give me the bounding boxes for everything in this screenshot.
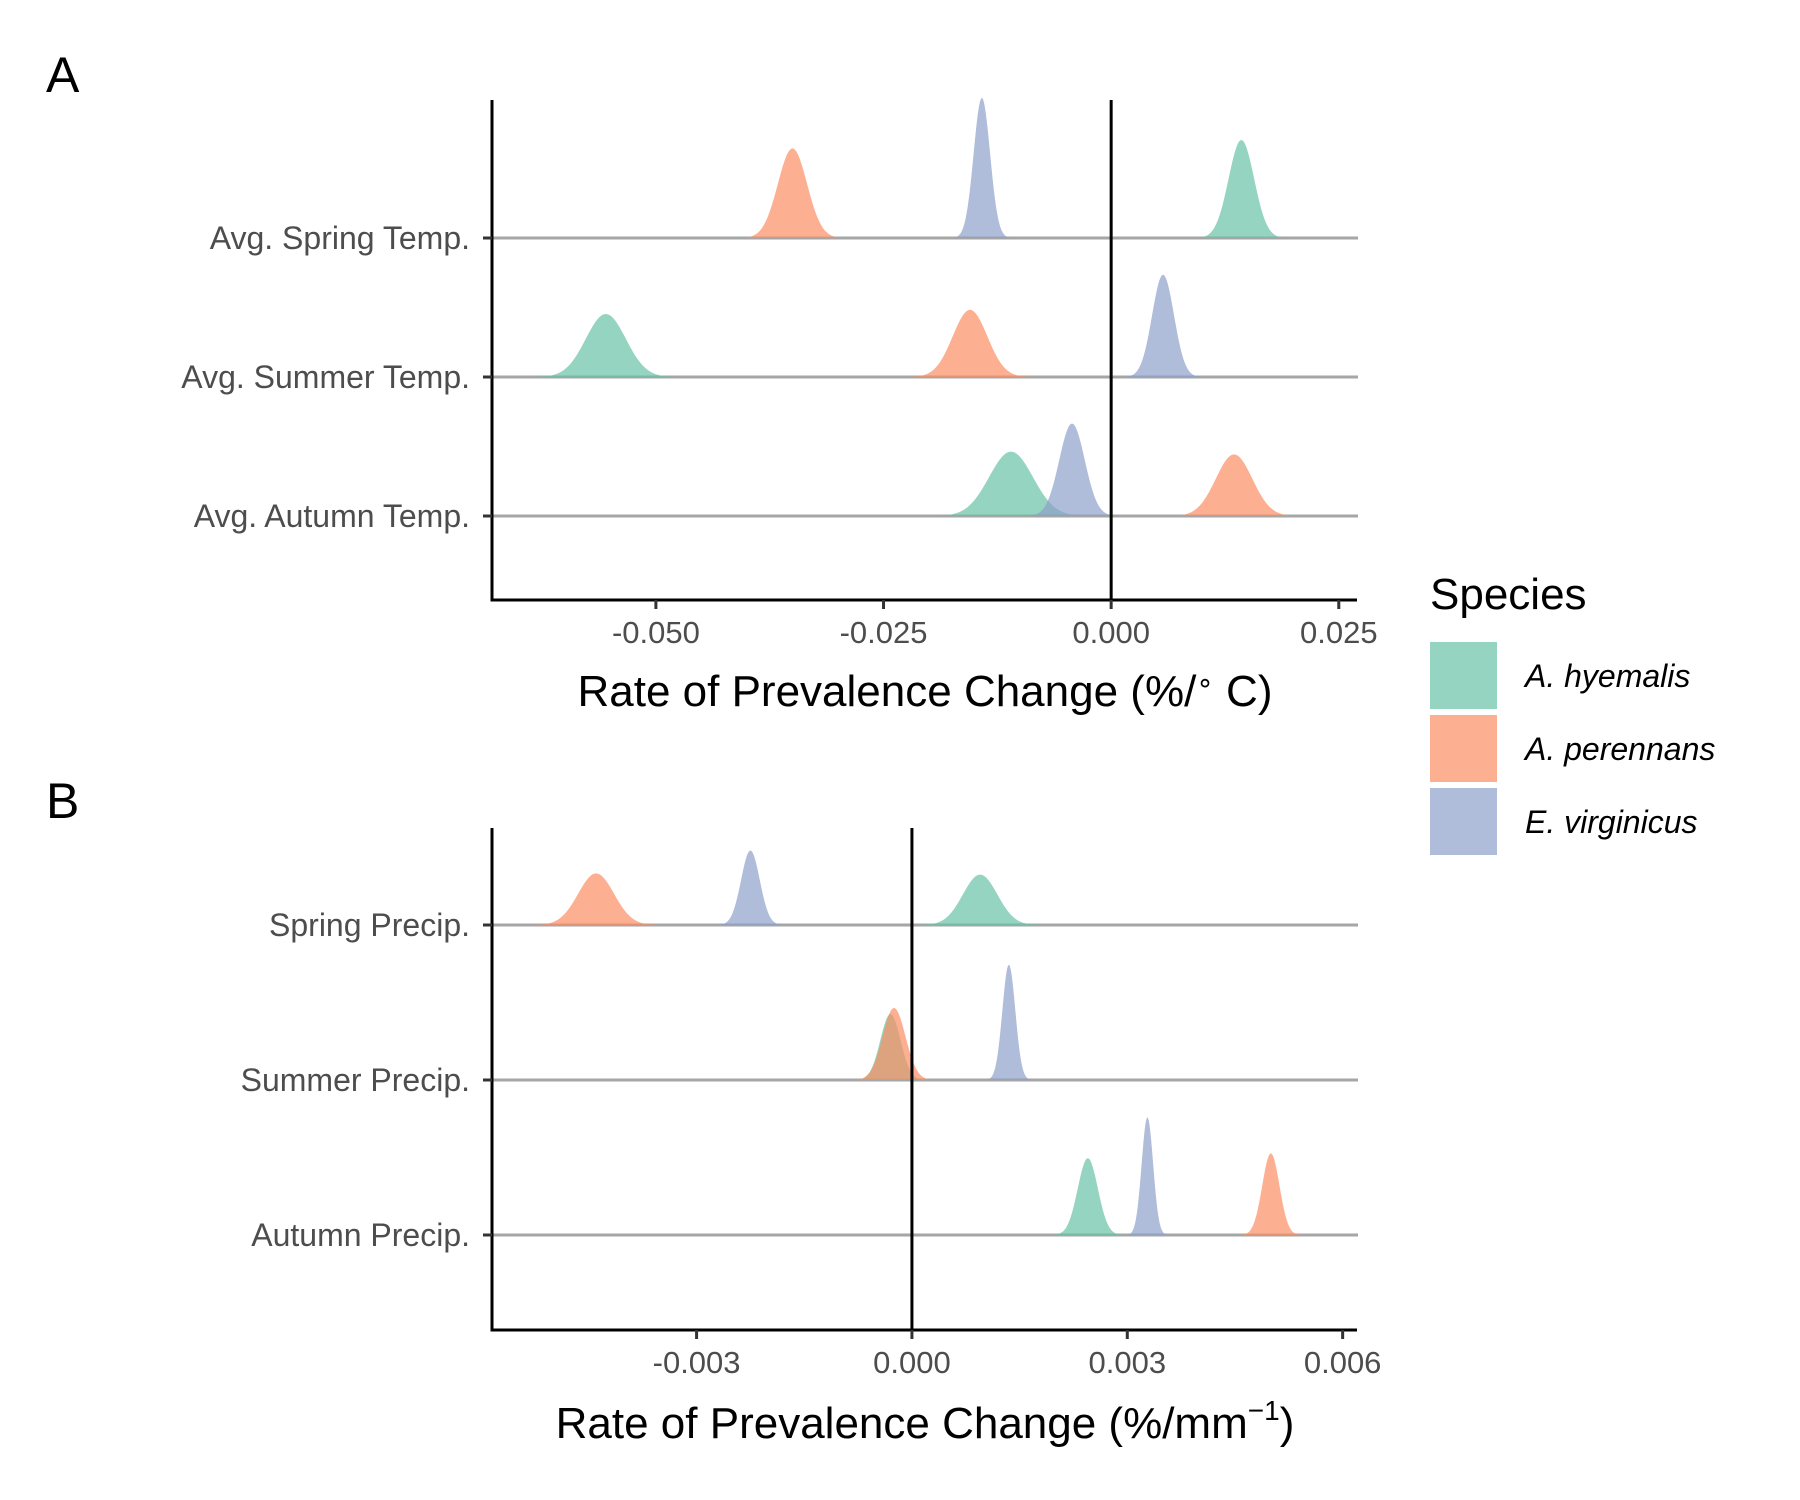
y-tick-label-avg-spring-temp: Avg. Spring Temp. [210,220,470,256]
legend: Species A. hyemalis A. perennans E. virg… [1430,570,1715,855]
density-a-perennans-summer-precip [854,1008,934,1080]
panel-letter-a: A [46,47,80,103]
density-a-perennans-avg-summer-temp [911,309,1029,377]
panel-letter-b: B [46,773,79,829]
density-a-hyemalis-autumn-precip [1053,1158,1122,1235]
x-tick-label: 0.003 [1089,1345,1167,1380]
y-tick-label-avg-summer-temp: Avg. Summer Temp. [181,359,470,395]
panel-a-plot: Avg. Spring Temp. Avg. Summer Temp. Avg. A… [181,98,1378,650]
legend-title: Species [1430,570,1587,619]
density-a-perennans-avg-autumn-temp [1172,454,1296,516]
y-tick-label-autumn-precip: Autumn Precip. [251,1217,470,1253]
density-e-virginicus-avg-spring-temp [954,98,1010,238]
legend-swatch-e-virginicus [1430,788,1497,855]
x-tick-label: -0.025 [840,615,928,650]
legend-label-a-perennans: A. perennans [1523,731,1715,767]
density-e-virginicus-spring-precip [718,850,783,925]
x-tick-label: 0.000 [1072,615,1150,650]
density-a-hyemalis-spring-precip [921,874,1039,925]
legend-label-a-hyemalis: A. hyemalis [1523,658,1690,694]
x-tick-label: 0.006 [1304,1345,1382,1380]
legend-swatch-a-hyemalis [1430,642,1497,709]
x-tick-label: -0.050 [612,615,700,650]
density-e-virginicus-summer-precip [986,964,1031,1080]
x-tick-label: -0.003 [653,1345,741,1380]
density-a-perennans-spring-precip [535,873,658,925]
y-tick-label-spring-precip: Spring Precip. [269,907,470,943]
density-e-virginicus-autumn-precip [1127,1117,1167,1235]
density-a-hyemalis-avg-autumn-temp [936,451,1086,516]
x-tick-label: 0.000 [873,1345,951,1380]
panel-b-x-axis-title: Rate of Prevalence Change (%/mm−1) [556,1395,1295,1448]
panel-b-plot: Spring Precip. Summer Precip. Autumn Preci… [241,828,1382,1380]
density-a-hyemalis-avg-spring-temp [1198,140,1285,238]
density-a-perennans-autumn-precip [1241,1153,1301,1235]
x-tick-label: 0.025 [1300,615,1378,650]
legend-swatch-a-perennans [1430,715,1497,782]
density-e-virginicus-avg-autumn-temp [1028,423,1116,516]
density-e-virginicus-avg-summer-temp [1125,274,1201,377]
y-tick-label-summer-precip: Summer Precip. [241,1062,470,1098]
density-a-perennans-avg-spring-temp [742,148,843,238]
density-a-hyemalis-avg-summer-temp [537,314,674,377]
y-tick-label-avg-autumn-temp: Avg. Autumn Temp. [194,498,470,534]
panel-a-x-axis-title: Rate of Prevalence Change (%/∘ C) [578,667,1273,716]
legend-label-e-virginicus: E. virginicus [1525,804,1698,840]
